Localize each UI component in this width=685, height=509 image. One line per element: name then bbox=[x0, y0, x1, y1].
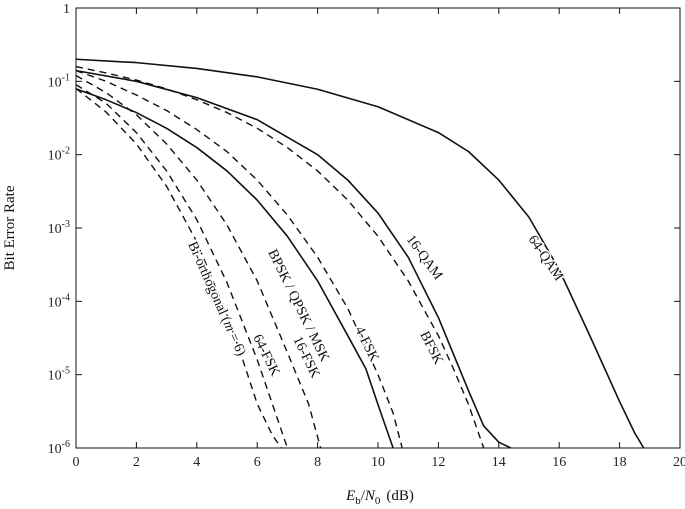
series-line-64-fsk bbox=[75, 84, 289, 449]
x-tick-label: 18 bbox=[613, 455, 627, 470]
series-line-4-fsk bbox=[75, 69, 403, 449]
x-tick-label: 16 bbox=[552, 455, 566, 470]
x-axis-title-unit: (dB) bbox=[386, 488, 414, 504]
x-axis-title-b: b bbox=[355, 495, 361, 507]
curve-label-64-qam: 64-QAM bbox=[525, 233, 566, 284]
x-axis-title-n: N bbox=[364, 488, 376, 504]
series-line-16-qam bbox=[75, 69, 512, 449]
y-tick-label: 10-2 bbox=[48, 146, 70, 164]
y-tick-label: 10-3 bbox=[48, 219, 70, 237]
x-tick-label: 10 bbox=[371, 455, 385, 470]
curve-label-bi-orthogonal-m-6: Bi-orthogonal (m = 6) bbox=[184, 240, 248, 359]
x-tick-label: 2 bbox=[133, 455, 140, 470]
x-tick-label: 0 bbox=[73, 455, 80, 470]
curves-group bbox=[75, 58, 645, 449]
y-tick-label: 10-1 bbox=[48, 72, 70, 90]
series-line-bfsk bbox=[75, 65, 485, 449]
y-tick-label: 10-6 bbox=[48, 439, 70, 457]
x-axis-title-zero: 0 bbox=[375, 495, 381, 507]
series-line-bpsk-qpsk-msk bbox=[75, 88, 394, 449]
x-tick-label: 12 bbox=[431, 455, 445, 470]
y-tick-label: 10-4 bbox=[48, 292, 70, 310]
curve-label-64-fsk: 64-FSK bbox=[249, 332, 282, 378]
x-tick-label: 8 bbox=[314, 455, 321, 470]
series-line-16-fsk bbox=[75, 74, 322, 449]
curve-label-bfsk: BFSK bbox=[416, 329, 445, 367]
series-line-bi-orthogonal-m-6 bbox=[75, 87, 282, 449]
series-line-64-qam bbox=[75, 58, 645, 449]
x-axis-title-slash: / bbox=[361, 488, 366, 504]
y-axis-title: Bit Error Rate bbox=[2, 185, 18, 270]
x-tick-label: 6 bbox=[254, 455, 261, 470]
x-tick-label: 4 bbox=[193, 455, 200, 470]
curve-label-4-fsk: 4-FSK bbox=[351, 324, 381, 364]
axis-ticks: 0 2 4 6 8 10 12 14 16 18 20 1 10-1 10-2 10-3 10-4 10-5 10… bbox=[48, 2, 685, 470]
x-axis-title-e: E bbox=[345, 488, 355, 504]
plot-frame bbox=[75, 7, 681, 449]
y-tick-label: 1 bbox=[63, 2, 70, 17]
y-tick-label: 10-5 bbox=[48, 366, 70, 384]
x-axis-title: Eb/N0 (dB) bbox=[345, 488, 414, 507]
x-tick-label: 20 bbox=[673, 455, 685, 470]
x-tick-label: 14 bbox=[492, 455, 506, 470]
